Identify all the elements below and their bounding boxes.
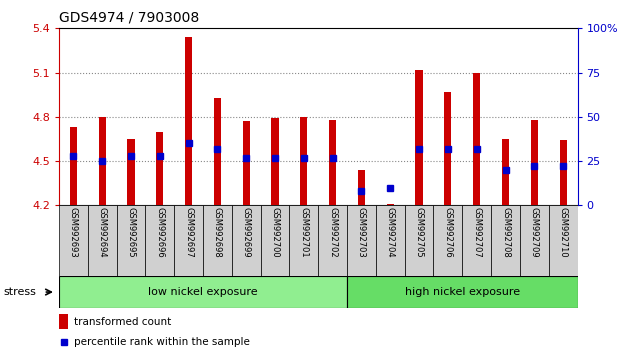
Text: low nickel exposure: low nickel exposure <box>148 287 258 297</box>
Bar <box>502 139 509 205</box>
Bar <box>99 117 106 205</box>
Bar <box>117 205 145 276</box>
Bar <box>214 98 221 205</box>
Bar <box>301 117 307 205</box>
Bar <box>203 205 232 276</box>
Text: GSM992693: GSM992693 <box>69 207 78 258</box>
Bar <box>289 205 318 276</box>
Bar <box>444 92 451 205</box>
Bar <box>59 276 347 308</box>
Text: GSM992700: GSM992700 <box>271 207 279 258</box>
Bar <box>549 205 578 276</box>
Bar <box>531 120 538 205</box>
Bar <box>415 70 423 205</box>
Bar <box>560 141 567 205</box>
Bar <box>156 132 163 205</box>
Text: GSM992710: GSM992710 <box>559 207 568 258</box>
Text: GSM992701: GSM992701 <box>299 207 309 258</box>
Text: stress: stress <box>3 287 36 297</box>
Bar <box>433 205 462 276</box>
Bar <box>462 205 491 276</box>
Bar <box>261 205 289 276</box>
Bar <box>329 120 336 205</box>
Bar <box>491 205 520 276</box>
Text: GSM992699: GSM992699 <box>242 207 251 258</box>
Bar <box>175 205 203 276</box>
Bar <box>232 205 261 276</box>
Bar <box>358 170 365 205</box>
Text: GSM992694: GSM992694 <box>97 207 107 258</box>
Bar <box>59 205 88 276</box>
Bar <box>405 205 433 276</box>
Text: GSM992707: GSM992707 <box>472 207 481 258</box>
Bar <box>88 205 117 276</box>
Text: GSM992702: GSM992702 <box>328 207 337 258</box>
Text: GDS4974 / 7903008: GDS4974 / 7903008 <box>59 11 199 25</box>
Bar <box>473 73 480 205</box>
Bar <box>145 205 175 276</box>
Bar <box>376 205 405 276</box>
Bar <box>70 127 77 205</box>
Bar <box>318 205 347 276</box>
Bar <box>520 205 549 276</box>
Text: GSM992695: GSM992695 <box>127 207 135 258</box>
Text: GSM992696: GSM992696 <box>155 207 165 258</box>
Bar <box>387 204 394 205</box>
Text: GSM992697: GSM992697 <box>184 207 193 258</box>
Text: GSM992708: GSM992708 <box>501 207 510 258</box>
Bar <box>59 314 68 329</box>
Bar <box>243 121 250 205</box>
Text: high nickel exposure: high nickel exposure <box>405 287 520 297</box>
Text: GSM992709: GSM992709 <box>530 207 539 258</box>
Bar <box>347 205 376 276</box>
Bar <box>127 139 135 205</box>
Text: GSM992704: GSM992704 <box>386 207 395 258</box>
Bar <box>185 37 193 205</box>
Text: GSM992705: GSM992705 <box>415 207 424 258</box>
Text: GSM992703: GSM992703 <box>357 207 366 258</box>
Text: transformed count: transformed count <box>73 316 171 327</box>
Text: percentile rank within the sample: percentile rank within the sample <box>73 337 250 347</box>
Bar <box>347 276 578 308</box>
Text: GSM992706: GSM992706 <box>443 207 452 258</box>
Bar <box>271 118 279 205</box>
Text: GSM992698: GSM992698 <box>213 207 222 258</box>
